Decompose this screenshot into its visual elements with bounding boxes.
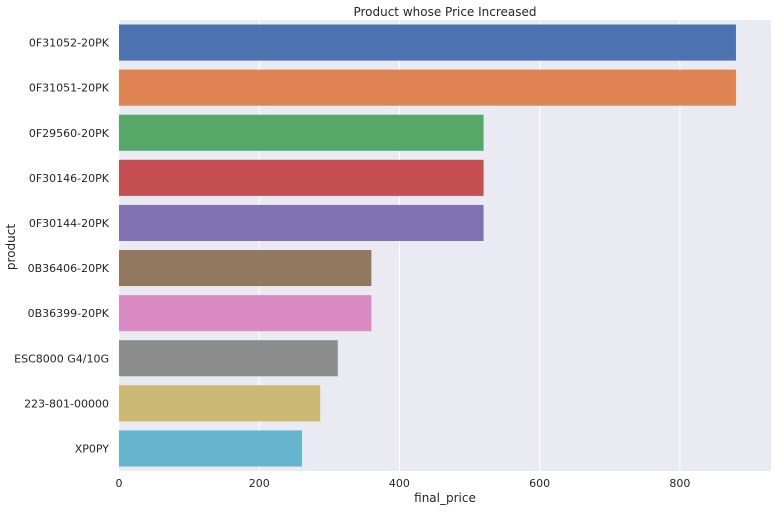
y-tick-label: 0F29560-20PK (29, 127, 110, 140)
bar (119, 159, 484, 196)
y-tick-label: 223-801-00000 (24, 397, 109, 410)
bar (119, 385, 321, 422)
y-tick-label: 0F31052-20PK (29, 37, 110, 50)
x-tick-label: 0 (116, 477, 123, 490)
x-tick-label: 800 (669, 477, 690, 490)
y-tick-label: 0F30144-20PK (29, 217, 110, 230)
x-tick-labels: 0 200 400 600 800 (116, 477, 691, 490)
bars (119, 24, 736, 467)
x-axis-label: final_price (414, 491, 476, 505)
x-tick-label: 600 (529, 477, 550, 490)
y-tick-label: XP0PY (75, 442, 110, 455)
y-tick-labels: 0F31052-20PK 0F31051-20PK 0F29560-20PK 0F30… (14, 37, 110, 456)
bar (119, 295, 372, 332)
bar (119, 24, 736, 61)
x-tick-label: 200 (249, 477, 270, 490)
y-tick-label: 0F30146-20PK (29, 172, 110, 185)
bar (119, 204, 484, 241)
bar (119, 114, 484, 151)
y-tick-label: 0B36399-20PK (28, 307, 110, 320)
bar (119, 250, 372, 287)
y-tick-label: ESC8000 G4/10G (14, 352, 109, 365)
bar (119, 69, 736, 106)
bar (119, 340, 338, 377)
chart-title: Product whose Price Increased (353, 5, 536, 19)
x-tick-label: 400 (389, 477, 410, 490)
bar (119, 430, 302, 467)
y-tick-label: 0F31051-20PK (29, 82, 110, 95)
y-tick-label: 0B36406-20PK (28, 262, 110, 275)
y-axis-label: product (4, 224, 18, 270)
